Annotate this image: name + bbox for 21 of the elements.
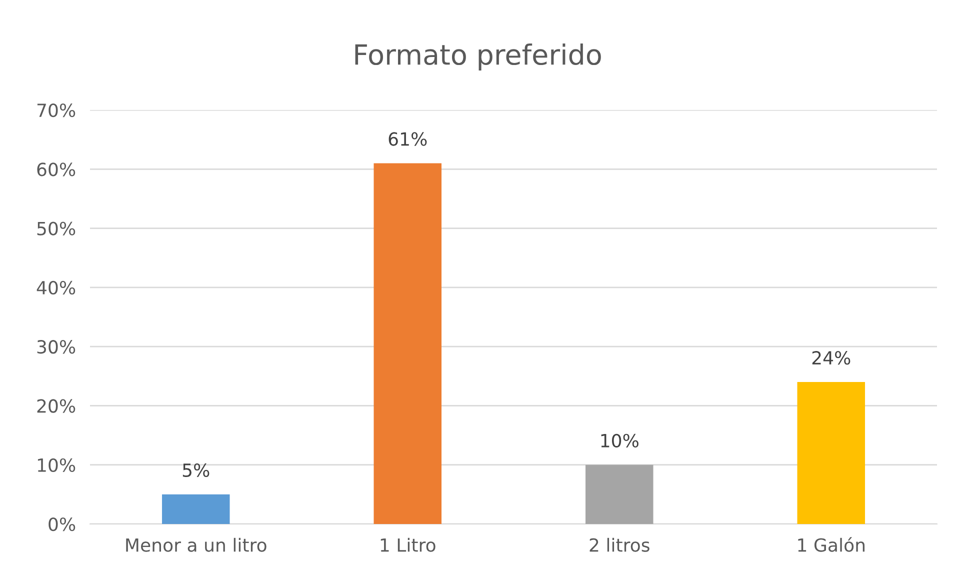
y-tick-label: 10% xyxy=(38,458,76,472)
y-tick-label: 50% xyxy=(37,222,76,236)
data-label: 61% xyxy=(388,132,427,146)
bar xyxy=(585,464,654,524)
y-tick-label: 30% xyxy=(37,340,76,354)
y-tick-label: 40% xyxy=(36,280,76,295)
bar xyxy=(374,163,442,524)
y-tick-label: 60% xyxy=(37,162,76,176)
y-tick-label: 0% xyxy=(48,517,76,532)
x-tick-label: 1 Litro xyxy=(380,538,436,552)
data-label: 10% xyxy=(601,434,638,448)
x-tick-label: 1 Galón xyxy=(798,537,864,552)
y-tick-label: 20% xyxy=(37,399,76,413)
data-label: 5% xyxy=(182,463,210,478)
chart-title: Formato preferido xyxy=(355,44,601,70)
bar xyxy=(162,494,230,524)
x-tick-label: 2 litros xyxy=(590,538,650,552)
x-tick-label: Menor a un litro xyxy=(126,538,266,552)
y-tick-label: 70% xyxy=(37,103,76,118)
data-label: 24% xyxy=(812,351,850,365)
bar xyxy=(797,382,866,524)
